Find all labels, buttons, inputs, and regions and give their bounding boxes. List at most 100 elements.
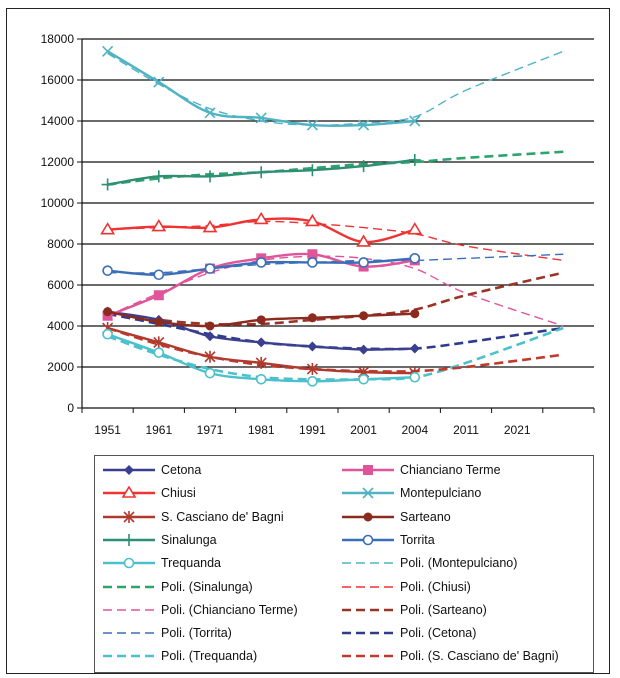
- series-group: [100, 45, 564, 387]
- data-point: [154, 317, 164, 327]
- data-point: [152, 170, 165, 183]
- legend-label: Sarteano: [400, 509, 451, 524]
- data-point: [204, 367, 216, 379]
- data-point: [306, 164, 319, 177]
- legend-label: Chianciano Terme: [400, 463, 501, 477]
- legend-item: Poli. (Chianciano Terme): [101, 600, 298, 620]
- series-poli-sinalunga: [107, 150, 564, 186]
- data-point: [409, 343, 420, 354]
- data-point: [358, 119, 370, 131]
- legend-label: Chiusi: [161, 486, 196, 501]
- data-point: [100, 222, 116, 235]
- legend-swatch: [103, 465, 155, 475]
- data-point: [307, 249, 318, 260]
- data-point: [357, 160, 370, 173]
- data-point: [358, 344, 369, 355]
- y-tick-label: 16000: [41, 73, 75, 87]
- legend-item: Sarteano: [340, 507, 451, 527]
- series-poli-sarteano: [107, 271, 564, 326]
- legend-label: Poli. (Torrita): [161, 626, 232, 641]
- data-point: [356, 234, 372, 247]
- legend-marker: [362, 487, 374, 499]
- legend-label: Poli. (Sarteano): [400, 602, 487, 617]
- legend-item: Poli. (Montepulciano): [340, 553, 517, 573]
- legend-item: Poli. (Torrita): [101, 623, 232, 643]
- legend-swatch: [342, 534, 394, 546]
- legend-label: Poli. (Chiusi): [400, 579, 471, 594]
- legend-item: Chiusi: [101, 483, 196, 503]
- data-point: [255, 166, 268, 179]
- legend-label: Torrita: [400, 532, 435, 547]
- legend-swatch: [103, 533, 155, 546]
- data-point: [408, 153, 421, 166]
- series-line: [107, 220, 564, 262]
- legend-label: S. Casciano de' Bagni: [161, 509, 284, 524]
- data-point: [306, 363, 318, 376]
- legend-item: Chianciano Terme: [340, 460, 501, 480]
- data-point: [153, 336, 165, 349]
- legend-label: Poli. (Trequanda): [161, 649, 258, 664]
- x-tick-label: 2001: [350, 423, 377, 437]
- legend-label: Cetona: [161, 463, 202, 477]
- x-tick-label: 1961: [145, 423, 172, 437]
- x-tick-label: 2004: [401, 423, 428, 437]
- data-point: [153, 76, 165, 88]
- data-point: [307, 313, 317, 323]
- data-point: [410, 309, 420, 319]
- series-poli-chiusi: [107, 220, 564, 262]
- legend-swatch: [342, 487, 394, 499]
- data-point: [204, 170, 216, 183]
- legend-item: Cetona: [101, 460, 201, 480]
- legend-item: Poli. (Sarteano): [340, 600, 487, 620]
- y-tick-label: 18000: [41, 32, 75, 46]
- data-point: [409, 371, 421, 383]
- series-poli-chianciano-terme: [107, 255, 564, 327]
- legend-swatch: [103, 510, 155, 523]
- y-tick-label: 4000: [47, 319, 74, 333]
- data-point: [253, 211, 269, 225]
- legend-swatch: [342, 608, 394, 612]
- series-sarteano: [103, 307, 420, 331]
- y-tick-label: 8000: [47, 237, 74, 251]
- x-axis-ticks: 1951 1961 1971 1981 1991 2001 2004 2011 2021: [81, 408, 595, 437]
- data-point: [359, 311, 369, 321]
- y-tick-label: 0: [67, 401, 74, 415]
- legend-marker: [121, 486, 137, 499]
- legend-marker: [363, 512, 373, 522]
- legend-marker: [123, 557, 135, 569]
- legend-item: Poli. (S. Casciano de' Bagni): [340, 646, 559, 666]
- legend-label: Poli. (Montepulciano): [400, 556, 518, 571]
- data-point: [204, 263, 216, 274]
- legend-swatch: [342, 655, 394, 658]
- legend-marker: [123, 510, 135, 523]
- legend-item: Poli. (Trequanda): [101, 646, 257, 666]
- legend-swatch: [342, 465, 394, 475]
- data-point: [204, 107, 216, 119]
- series-line: [107, 253, 564, 274]
- legend-swatch: [342, 585, 394, 588]
- series-poli-montepulciano: [107, 50, 564, 126]
- legend-swatch: [103, 486, 155, 499]
- data-point: [153, 347, 165, 358]
- legend-item: Poli. (Chiusi): [340, 577, 471, 597]
- legend-item: S. Casciano de' Bagni: [101, 507, 284, 527]
- legend-item: Poli. (Sinalunga): [101, 577, 253, 597]
- line-chart: 0 2000 4000 6000 8000 10000 12000 14000 16000 180…: [41, 32, 595, 437]
- data-point: [103, 307, 113, 317]
- data-point: [102, 265, 113, 276]
- series-poli-cetona: [107, 312, 564, 351]
- legend-label: Poli. (Sinalunga): [161, 579, 253, 594]
- data-point: [255, 356, 267, 369]
- data-point: [307, 341, 318, 352]
- data-point: [304, 213, 320, 227]
- series-line: [106, 50, 415, 128]
- y-axis-ticks: 0 2000 4000 6000 8000 10000 12000 14000 16000 180…: [41, 32, 82, 415]
- legend-swatch: [103, 585, 155, 588]
- legend-item: Montepulciano: [340, 483, 481, 503]
- legend-label: Montepulciano: [400, 486, 482, 501]
- data-point: [256, 337, 267, 348]
- series-line: [107, 312, 564, 351]
- x-tick-label: 2021: [504, 423, 531, 437]
- data-point: [255, 257, 267, 268]
- legend-swatch: [103, 655, 155, 658]
